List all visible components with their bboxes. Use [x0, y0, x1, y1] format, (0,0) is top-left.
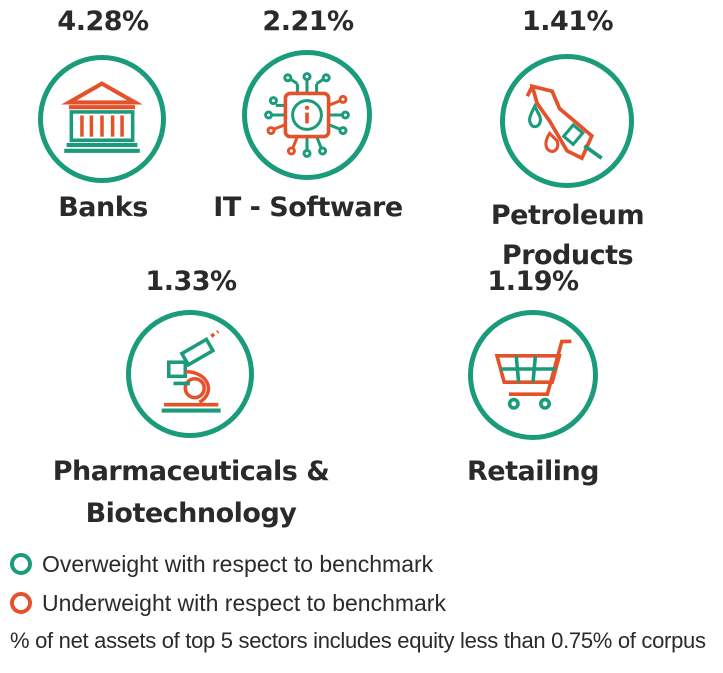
sector-ring [38, 55, 166, 183]
sector-ring [242, 50, 372, 180]
sector-value: 1.33% [145, 266, 237, 297]
sector-name-line-1: Pharmaceuticals & [52, 456, 330, 487]
shopping-cart-icon [494, 339, 572, 410]
sector-name: Petroleum Products [490, 200, 645, 271]
sector-pharmaceuticals-biotechnology: 1.33% Pharmaceuticals & Biotechnology [53, 262, 330, 537]
microscope-icon [161, 330, 221, 413]
sector-ring [500, 54, 634, 188]
sector-name: IT - Software [213, 192, 403, 223]
sector-ring [126, 310, 254, 438]
sector-petroleum-products: 1.41% Petroleum Products [491, 0, 645, 271]
sector-ring [468, 310, 598, 440]
sector-value: 1.41% [521, 6, 614, 37]
sector-retailing: 1.19% Retailing [467, 262, 600, 497]
legend-overweight: Overweight with respect to benchmark [10, 548, 433, 580]
sector-name: Retailing [466, 456, 600, 487]
sector-name: Banks [58, 192, 148, 223]
sector-banks: 4.28% Banks [38, 0, 168, 235]
sector-name-line-2: Biotechnology [85, 498, 297, 529]
legend-label: Overweight with respect to benchmark [42, 550, 434, 577]
chip-icon [264, 72, 350, 158]
legend-label: Underweight with respect to benchmark [42, 589, 446, 616]
bank-icon [61, 81, 143, 153]
sector-it-software: 2.21% IT - Softwar [213, 0, 403, 235]
sector-value: 2.21% [262, 6, 354, 37]
sector-value: 4.28% [57, 6, 149, 37]
legend-underweight: Underweight with respect to benchmark [10, 587, 446, 619]
footnote: % of net assets of top 5 sectors include… [10, 628, 706, 653]
overweight-circle-icon [10, 553, 32, 575]
fuel-nozzle-icon [525, 83, 603, 161]
underweight-circle-icon [10, 592, 32, 614]
sector-value: 1.19% [487, 266, 579, 297]
